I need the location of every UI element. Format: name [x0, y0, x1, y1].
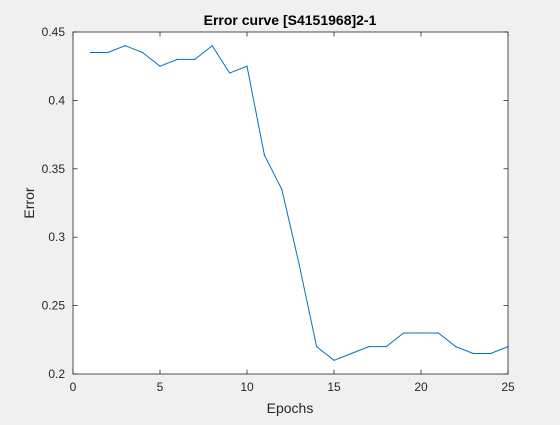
data-point	[159, 65, 161, 67]
x-tick-label: 25	[501, 380, 515, 394]
data-point	[142, 51, 144, 54]
data-point	[385, 346, 387, 348]
data-point	[176, 58, 178, 60]
data-point	[333, 359, 335, 361]
x-tick-label: 10	[240, 380, 254, 394]
data-point	[89, 51, 91, 54]
data-point	[281, 188, 283, 190]
x-tick-label: 0	[70, 380, 77, 394]
data-point	[229, 72, 231, 74]
data-point	[298, 263, 300, 266]
axes-box	[72, 31, 509, 375]
y-tick-label: 0.25	[42, 299, 66, 313]
x-axis-label: Epochs	[267, 400, 314, 416]
data-point	[403, 332, 405, 334]
y-axis-label: Error	[21, 187, 37, 218]
y-tick-label: 0.45	[42, 25, 66, 39]
y-tick-label: 0.35	[42, 162, 66, 176]
chart-title: Error curve [S4151968]2-1	[204, 12, 377, 28]
data-point	[368, 346, 370, 348]
data-point	[316, 346, 318, 348]
y-tick-label: 0.3	[48, 230, 65, 244]
y-tick-label: 0.2	[48, 367, 65, 381]
x-tick-label: 5	[157, 380, 164, 394]
series-layer	[89, 44, 509, 361]
data-point	[472, 352, 474, 355]
x-tick-label: 15	[327, 380, 341, 394]
data-point	[437, 332, 439, 334]
data-point	[124, 45, 126, 47]
data-point	[263, 154, 265, 156]
data-point	[490, 352, 492, 355]
data-point	[246, 65, 248, 67]
data-point	[194, 58, 196, 60]
data-point	[455, 346, 457, 348]
ticks-layer: 0 5 10 15 20 25 0.2 0.25 0.3 0.35 0.4 0.45	[42, 25, 515, 394]
data-point	[350, 352, 352, 355]
data-point	[107, 51, 109, 54]
x-tick-label: 20	[414, 380, 428, 394]
plot-area	[73, 32, 508, 374]
data-point	[420, 332, 422, 334]
y-tick-label: 0.4	[48, 93, 65, 107]
data-point	[211, 45, 213, 47]
